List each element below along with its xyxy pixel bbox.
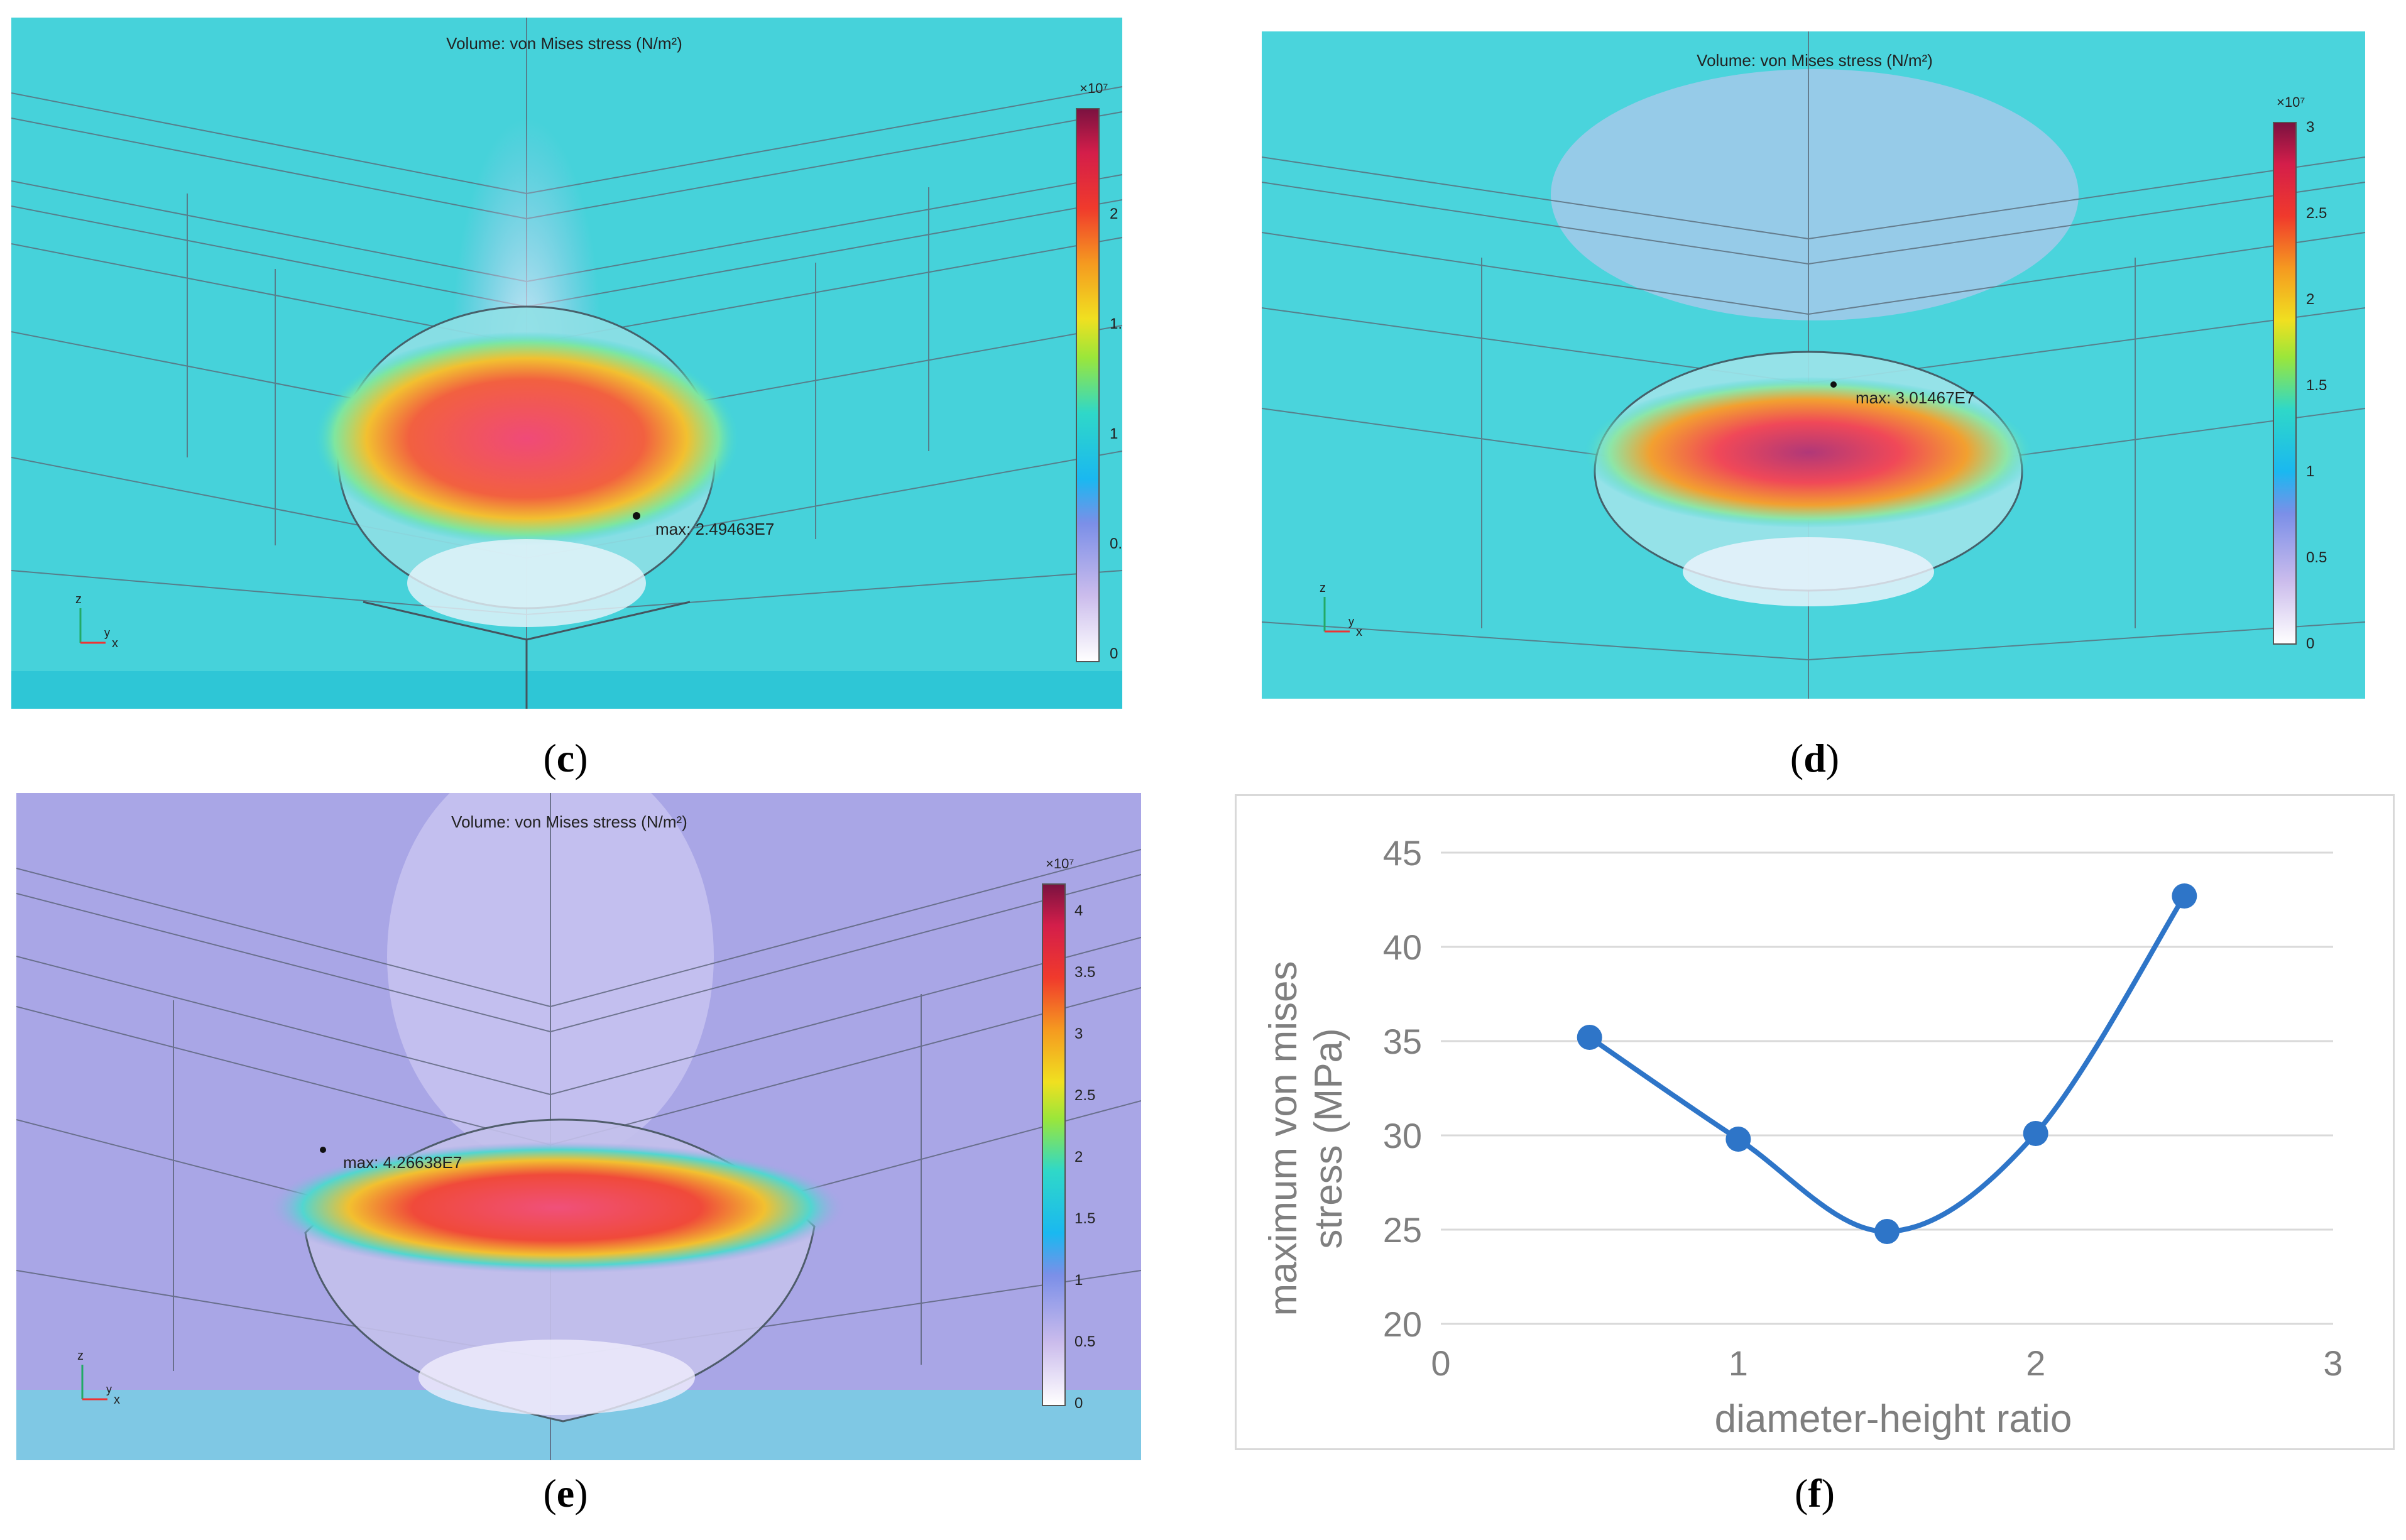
data-points xyxy=(1577,883,2197,1244)
svg-text:y: y xyxy=(106,1383,112,1395)
svg-text:x: x xyxy=(114,1393,120,1407)
svg-text:y: y xyxy=(104,626,110,639)
colorbar-tick: 3 xyxy=(1074,1025,1083,1042)
colorbar xyxy=(1076,108,1100,662)
colorbar-tick: 1 xyxy=(1110,425,1118,442)
sim-title: Volume: von Mises stress (N/m²) xyxy=(1697,51,1933,70)
line-chart: 20 25 30 35 40 45 0 1 2 3 diameter-height ratio m… xyxy=(1262,833,2343,1441)
colorbar-multiplier: ×10⁷ xyxy=(1080,80,1108,96)
colorbar-tick: 0 xyxy=(1074,1395,1083,1412)
svg-text:x: x xyxy=(112,636,118,650)
colorbar-tick: 0.5 xyxy=(1074,1333,1095,1350)
svg-text:z: z xyxy=(1320,581,1326,595)
max-marker xyxy=(633,512,640,520)
caption-f: (f) xyxy=(1795,1471,1835,1515)
max-label: max: 4.26638E7 xyxy=(343,1153,462,1172)
svg-text:stress (MPa): stress (MPa) xyxy=(1307,1028,1350,1248)
colorbar-tick: 2 xyxy=(1074,1149,1083,1166)
panel-d: Volume: von Mises stress (N/m²) max: 3.0… xyxy=(1262,31,2365,699)
sim-title: Volume: von Mises stress (N/m²) xyxy=(446,34,682,53)
x-axis-title: diameter-height ratio xyxy=(1715,1397,2072,1441)
data-point xyxy=(2172,883,2197,909)
colorbar-tick: 1 xyxy=(1074,1272,1083,1289)
x-tick-label: 2 xyxy=(2026,1343,2045,1383)
colorbar xyxy=(2273,122,2297,645)
colorbar-tick: 1.5 xyxy=(1110,315,1122,332)
data-point xyxy=(1577,1025,1602,1050)
colorbar-multiplier: ×10⁷ xyxy=(2277,94,2305,110)
panel-c-render: Volume: von Mises stress (N/m²) max: 2.4… xyxy=(11,18,1122,709)
colorbar-tick: 0 xyxy=(1110,645,1118,662)
x-tick-label: 0 xyxy=(1431,1343,1450,1383)
y-tick-label: 40 xyxy=(1383,927,1422,967)
caption-d: (d) xyxy=(1790,736,1840,780)
colorbar-tick: 4 xyxy=(1074,902,1083,919)
colorbar-tick: 0 xyxy=(2306,635,2314,652)
svg-text:y: y xyxy=(1348,615,1354,628)
svg-text:z: z xyxy=(75,593,82,606)
colorbar-tick: 2 xyxy=(2306,291,2314,308)
y-tick-label: 30 xyxy=(1383,1116,1422,1155)
colorbar-tick: 0.5 xyxy=(2306,549,2327,566)
panel-e: Volume: von Mises stress (N/m²) max: 4.2… xyxy=(16,793,1141,1460)
svg-text:x: x xyxy=(1356,625,1362,639)
y-tick-label: 20 xyxy=(1383,1304,1422,1344)
sim-title: Volume: von Mises stress (N/m²) xyxy=(451,812,687,831)
colorbar-tick: 1 xyxy=(2306,463,2314,480)
svg-text:z: z xyxy=(77,1349,84,1363)
axis-triad: z x y xyxy=(75,593,118,650)
y-tick-label: 25 xyxy=(1383,1210,1422,1250)
max-marker xyxy=(320,1147,326,1153)
caption-e: (e) xyxy=(543,1471,588,1515)
panel-d-render: Volume: von Mises stress (N/m²) max: 3.0… xyxy=(1262,31,2365,699)
colorbar-tick: 2.5 xyxy=(2306,205,2327,222)
y-axis-title: maximum von mises stress (MPa) xyxy=(1262,961,1350,1316)
colorbar-tick: 3 xyxy=(2306,119,2314,136)
svg-text:maximum von mises: maximum von mises xyxy=(1262,961,1305,1316)
panel-c: Volume: von Mises stress (N/m²) max: 2.4… xyxy=(11,18,1122,709)
tick-labels: 20 25 30 35 40 45 0 1 2 3 xyxy=(1383,833,2343,1383)
max-label: max: 2.49463E7 xyxy=(655,520,774,538)
data-point xyxy=(2023,1121,2048,1146)
colorbar-tick: 2 xyxy=(1110,205,1118,222)
x-tick-label: 1 xyxy=(1729,1343,1748,1383)
x-tick-label: 3 xyxy=(2323,1343,2343,1383)
colorbar-tick: 3.5 xyxy=(1074,964,1095,981)
y-tick-label: 45 xyxy=(1383,833,1422,873)
y-tick-label: 35 xyxy=(1383,1022,1422,1061)
chart-f: 20 25 30 35 40 45 0 1 2 3 diameter-height ratio m… xyxy=(1235,794,2395,1450)
data-point xyxy=(1874,1219,1900,1244)
axis-triad: z x y xyxy=(1320,581,1362,639)
colorbar-tick: 1.5 xyxy=(1074,1210,1095,1227)
colorbar-multiplier: ×10⁷ xyxy=(1046,856,1074,871)
max-marker xyxy=(1830,381,1837,388)
max-label: max: 3.01467E7 xyxy=(1856,388,1974,407)
data-point xyxy=(1725,1127,1751,1152)
axis-triad: z x y xyxy=(77,1349,120,1407)
caption-c: (c) xyxy=(543,736,588,780)
colorbar-tick: 1.5 xyxy=(2306,377,2327,394)
gridlines xyxy=(1441,851,2333,1325)
colorbar-tick: 0.5 xyxy=(1110,535,1122,552)
colorbar-tick: 2.5 xyxy=(1074,1087,1095,1104)
panel-e-render: Volume: von Mises stress (N/m²) max: 4.2… xyxy=(16,793,1141,1460)
colorbar xyxy=(1042,883,1066,1406)
